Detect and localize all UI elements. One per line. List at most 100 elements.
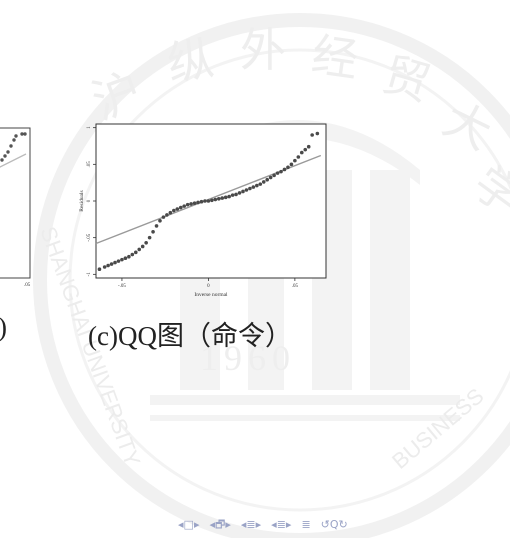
qq-point: [199, 199, 204, 204]
qq-point: [286, 165, 290, 170]
qq-point: [147, 235, 152, 240]
qq-x-tick-label: -.05: [118, 284, 126, 289]
left-plot: .05: [0, 127, 31, 288]
qq-point: [268, 175, 273, 180]
qq-point: [241, 189, 245, 194]
nav-next-section-icon[interactable]: ▸: [255, 518, 262, 531]
nav-next-frame-icon[interactable]: ▸: [193, 518, 200, 531]
qq-point: [192, 201, 197, 205]
qq-point: [234, 192, 238, 197]
qq-point: [315, 131, 320, 136]
qq-point: [144, 241, 148, 245]
nav-subsection-icon[interactable]: 🗗: [215, 518, 226, 531]
nav-toc-icon[interactable]: ≣: [301, 518, 311, 531]
qq-point: [251, 185, 256, 189]
qq-point: [272, 173, 276, 178]
qq-point: [97, 267, 102, 271]
nav-prev-subsection-icon[interactable]: ◂: [209, 518, 215, 531]
nav-appendix-icon[interactable]: ≣: [276, 518, 286, 531]
qq-point: [140, 244, 145, 249]
qq-y-tick-label: 1: [87, 126, 92, 129]
qq-x-tick-label: 0: [207, 284, 210, 289]
qq-point: [175, 207, 180, 211]
qq-point: [102, 265, 107, 269]
nav-next-appendix-icon[interactable]: ▸: [285, 518, 292, 531]
qq-point: [161, 215, 166, 219]
nav-prev-section-icon[interactable]: ◂: [240, 518, 247, 531]
qq-x-tick-label: .05: [292, 284, 299, 289]
qq-point: [109, 262, 114, 266]
svg-text:贸: 贸: [377, 49, 435, 111]
qq-point: [293, 158, 297, 163]
qq-point: [237, 191, 242, 195]
qq-point: [227, 194, 231, 199]
svg-text:纵: 纵: [164, 33, 217, 90]
qq-point: [306, 144, 311, 149]
left-figure-fragment: .05: [0, 124, 36, 288]
qq-point: [182, 204, 186, 208]
qq-point: [220, 196, 225, 200]
qq-point: [106, 263, 110, 268]
nav-prev-frame-icon[interactable]: ◂: [178, 518, 184, 531]
nav-search-icon[interactable]: Q: [329, 518, 339, 531]
left-plot-tick: .05: [24, 283, 31, 288]
qq-point: [120, 257, 124, 262]
qq-point: [258, 182, 263, 186]
qq-point: [165, 213, 169, 217]
qq-plot: -.05 0 .05 -1 -.05 0 .05 1 Inverse normal Resid…: [79, 123, 327, 298]
qq-point: [137, 247, 142, 252]
svg-text:外: 外: [240, 25, 286, 76]
left-caption-fragment: ): [0, 312, 7, 343]
nav-section-icon[interactable]: ≣: [246, 518, 256, 531]
qq-point: [206, 199, 211, 203]
qq-point: [185, 202, 190, 207]
qq-point: [130, 252, 135, 257]
qq-point: [116, 259, 121, 263]
qq-point: [223, 195, 228, 200]
qq-point: [296, 155, 301, 159]
qq-point: [213, 197, 218, 202]
qq-point: [244, 188, 249, 192]
nav-frame-icon[interactable]: □: [183, 518, 194, 531]
qq-y-tick-label: -1: [87, 272, 92, 277]
qq-point: [133, 250, 138, 255]
svg-text:学: 学: [464, 157, 510, 225]
qq-point: [172, 208, 176, 213]
qq-y-tick-label: 0: [87, 199, 92, 202]
qq-ylabel: Residuals: [79, 190, 85, 211]
qq-point: [275, 171, 280, 175]
qq-point: [113, 260, 117, 265]
qq-point: [178, 205, 183, 210]
svg-text:大: 大: [436, 93, 500, 159]
qq-point: [282, 167, 287, 172]
nav-next-subsection-icon[interactable]: ▸: [225, 518, 231, 531]
qq-xlabel: Inverse normal: [194, 292, 228, 298]
nav-prev-appendix-icon[interactable]: ◂: [271, 518, 277, 531]
qq-point: [265, 177, 270, 182]
nav-back-icon[interactable]: ↺: [320, 518, 330, 531]
svg-text:经: 经: [309, 29, 362, 86]
qq-y-tick-label: -.05: [87, 233, 92, 241]
qq-point: [299, 150, 304, 155]
qq-point: [210, 198, 214, 203]
qq-point: [196, 200, 200, 205]
qq-point: [168, 210, 173, 215]
qq-point: [255, 183, 259, 188]
qq-point: [216, 197, 221, 201]
qq-point: [248, 186, 252, 191]
nav-forward-icon[interactable]: ↻: [338, 518, 348, 531]
qq-point: [303, 147, 308, 152]
qq-plot-caption: (c)QQ图（命令）: [88, 321, 292, 351]
qq-point: [158, 219, 162, 223]
qq-point: [279, 169, 283, 174]
beamer-navigation-bar: ◂ □ ▸ ◂ 🗗 ▸ ◂ ≣ ▸ ◂ ≣ ▸ ≣ ↺ Q ↻: [178, 516, 348, 534]
qq-point: [189, 202, 193, 206]
watermark-ring-text-right: BUSINESS: [387, 383, 488, 474]
qq-point: [154, 224, 159, 228]
qq-point: [310, 133, 314, 137]
qq-point: [230, 193, 235, 197]
qq-point: [151, 230, 155, 234]
qq-point: [203, 199, 207, 203]
qq-y-tick-label: .05: [87, 161, 92, 168]
